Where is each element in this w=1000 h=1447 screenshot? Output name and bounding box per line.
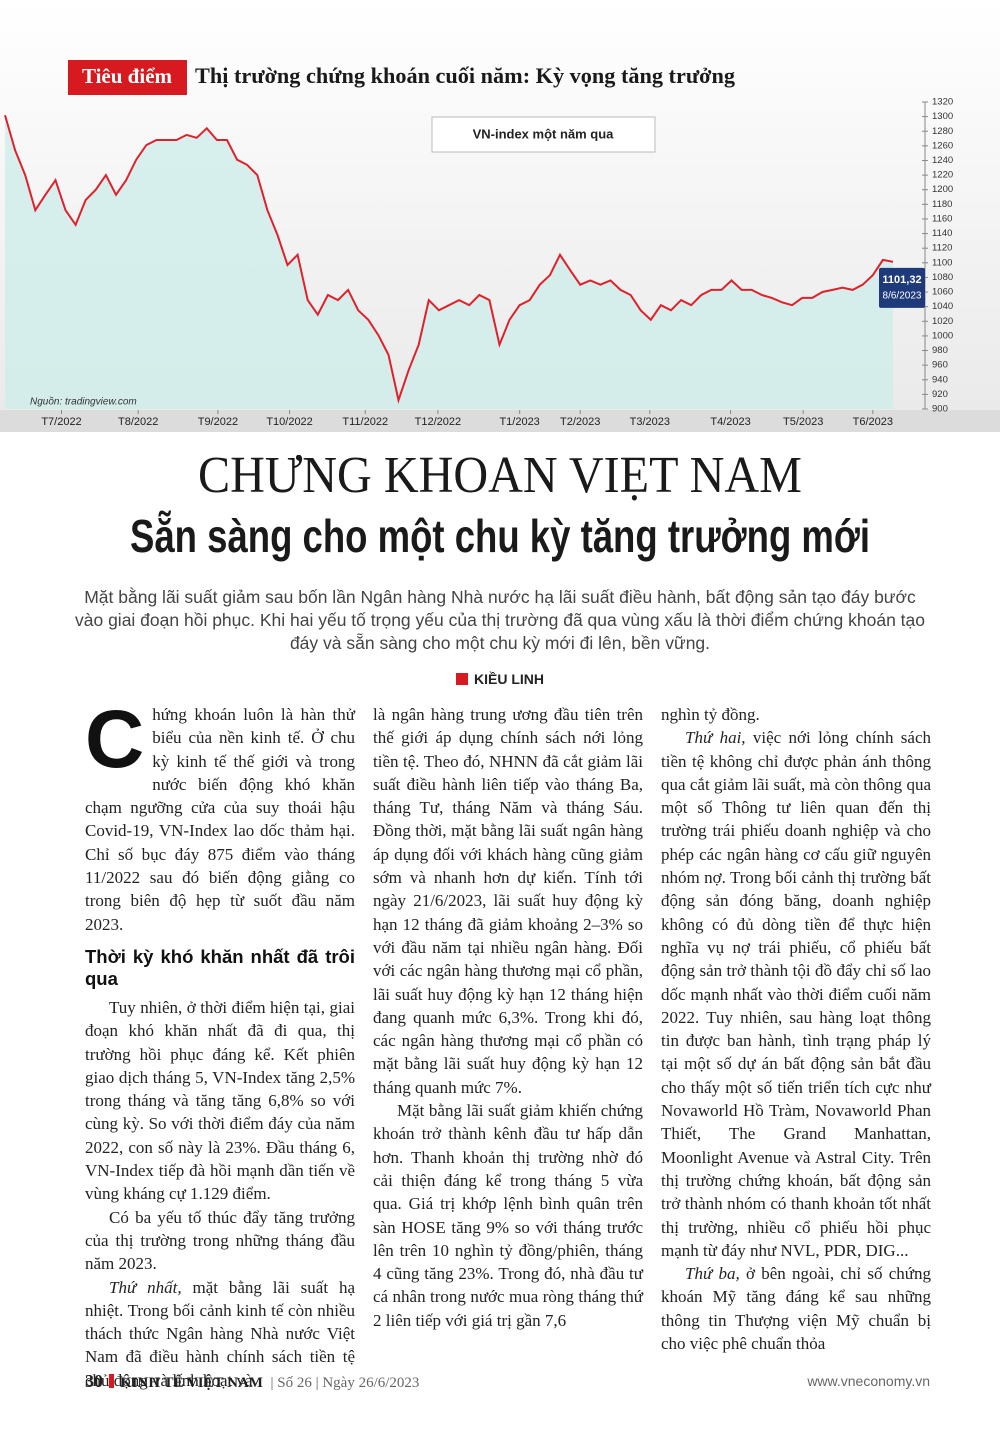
headline-line: CHỨNG KHOÁN VIỆT NAM	[198, 455, 802, 504]
chart-source: Nguồn: tradingview.com	[30, 396, 137, 408]
paragraph-text: nghìn tỷ đồng.	[661, 705, 760, 724]
y-tick-label: 1260	[932, 140, 953, 151]
y-tick-label: 1320	[932, 97, 953, 108]
chart-title: VN-index một năm qua	[473, 126, 615, 141]
y-tick-label: 1180	[932, 199, 952, 210]
lead: Mặt bằng lãi suất giảm sau bốn lần Ngân …	[75, 587, 925, 653]
author: KIỀU LINH	[474, 671, 544, 687]
y-tick-label: 1240	[932, 155, 953, 166]
footer-bar	[109, 1374, 114, 1388]
section-label: Tiêu điểm	[82, 64, 173, 88]
x-tick-label: T8/2022	[118, 416, 158, 428]
paragraph: Có ba yếu tố thúc đẩy tăng trưởng của th…	[85, 1206, 355, 1276]
paragraph-lead: Thứ hai,	[685, 728, 746, 748]
paragraph-text: Có ba yếu tố thúc đẩy tăng trưởng của th…	[85, 1207, 355, 1274]
section-badge	[68, 60, 187, 95]
x-tick-label: T4/2023	[710, 416, 750, 428]
x-tick-label: T7/2022	[41, 416, 81, 428]
byline: KIỀU LINH	[0, 671, 1000, 687]
y-tick-label: 1100	[932, 257, 952, 268]
website: www.vneconomy.vn	[807, 1373, 930, 1389]
y-tick-label: 1220	[932, 170, 953, 181]
page-number: 30	[85, 1371, 103, 1391]
headline-line: Sẵn sàng cho một chu kỳ tăng trưởng mới	[130, 510, 870, 562]
paragraph: Mặt bằng lãi suất giảm khiến chứng khoán…	[373, 1099, 643, 1332]
column: là ngân hàng trung ương đầu tiên trên th…	[373, 703, 643, 1332]
line	[4, 114, 894, 404]
y-tick-label: 1140	[932, 228, 952, 239]
separator: |	[266, 1375, 278, 1391]
x-tick-label: T5/2023	[783, 416, 823, 428]
x-tick-label: T10/2022	[266, 416, 312, 428]
paragraph-text: ở bên ngoài, chỉ số chứng khoán Mỹ tăng …	[661, 1264, 932, 1354]
value-label-date: 8/6/2023	[883, 290, 922, 301]
y-tick-label: 960	[932, 360, 948, 371]
paragraph: nghìn tỷ đồng.	[661, 703, 931, 726]
byline-icon	[456, 673, 468, 685]
value-label-box	[879, 267, 925, 308]
column: nghìn tỷ đồng. Thứ hai, việc nới lỏng chí…	[661, 703, 931, 1355]
x-tick-label: T1/2023	[499, 416, 539, 428]
paragraph-lead: Thứ ba,	[685, 1264, 740, 1284]
dropcap: C	[85, 694, 145, 785]
date: Ngày 26/6/2023	[322, 1375, 420, 1391]
x-tick-label: T11/2022	[342, 416, 388, 428]
y-tick-label: 1280	[932, 126, 953, 137]
paragraph-text: Mặt bằng lãi suất giảm khiến chứng khoán…	[373, 1101, 643, 1330]
y-tick-label: 1160	[932, 213, 952, 224]
paragraph: Thứ nhất, mặt bằng lãi suất hạ nhiệt. Tr…	[85, 1276, 355, 1392]
paragraph: Thứ ba, ở bên ngoài, chỉ số chứng khoán …	[661, 1262, 931, 1355]
headline: CHỨNG KHOÁN VIỆT NAM Sẵn sàng cho một ch…	[130, 455, 870, 562]
y-tick-label: 1200	[932, 184, 953, 195]
paragraph-text: việc nới lỏng chính sách tiền tệ không c…	[661, 728, 931, 1260]
y-tick-label: 1000	[932, 330, 953, 341]
x-tick-label: T9/2022	[198, 416, 238, 428]
paragraph-text: hứng khoán luôn là hàn thử biểu của nền …	[85, 705, 355, 934]
y-tick-label: 1080	[932, 272, 953, 283]
y-tick-label: 1300	[932, 111, 953, 122]
paragraph-lead: Thứ nhất,	[109, 1277, 182, 1297]
y-tick-label: 1020	[932, 316, 953, 327]
paragraph: là ngân hàng trung ương đầu tiên trên th…	[373, 703, 643, 1099]
y-tick-label: 980	[932, 345, 948, 356]
y-tick-label: 1060	[932, 287, 953, 298]
y-tick-label: 940	[932, 374, 948, 385]
y-tick-label: 1040	[932, 301, 953, 312]
plot: 900 920 940 960 980 1000 1020 1040 1060 1080 1100 1…	[4, 97, 953, 428]
y-tick-label: 920	[932, 389, 948, 400]
separator: |	[311, 1375, 323, 1391]
y-tick-label: 1120	[932, 243, 952, 254]
y-tick-label: 900	[932, 404, 948, 415]
chart-title-box	[431, 116, 656, 153]
chart: 900 920 940 960 980 1000 1020 1040 1060 1080 1100 1…	[0, 0, 1000, 432]
issue: Số 26	[277, 1375, 312, 1391]
x-tick-label: T6/2023	[853, 416, 893, 428]
paragraph-text: Tuy nhiên, ở thời điểm hiện tại, giai đo…	[85, 997, 355, 1204]
paragraph-text: mặt bằng lãi suất hạ nhiệt. Trong bối cả…	[85, 1277, 355, 1390]
paragraph: Thứ hai, việc nới lỏng chính sách tiền t…	[661, 726, 931, 1262]
paragraph-text: là ngân hàng trung ương đầu tiên trên th…	[373, 705, 643, 1097]
header-title: Thị trường chứng khoán cuối năm: Kỳ vọng…	[195, 63, 735, 88]
value-label: 1101,32	[882, 274, 921, 286]
x-tick-label: T12/2022	[415, 416, 461, 428]
subheading: Thời kỳ khó khăn nhất đã trôi qua	[85, 945, 355, 989]
x-axis-band	[0, 410, 1000, 432]
footer: 30 KINH TẾ VIỆT NAM | Số 26 | Ngày 26/6/2…	[85, 1371, 930, 1392]
magazine: KINH TẾ VIỆT NAM	[120, 1375, 263, 1391]
area	[5, 115, 893, 409]
x-tick-label: T2/2023	[560, 416, 600, 428]
paragraph: Tuy nhiên, ở thời điểm hiện tại, giai đo…	[85, 996, 355, 1206]
x-tick-label: T3/2023	[630, 416, 670, 428]
